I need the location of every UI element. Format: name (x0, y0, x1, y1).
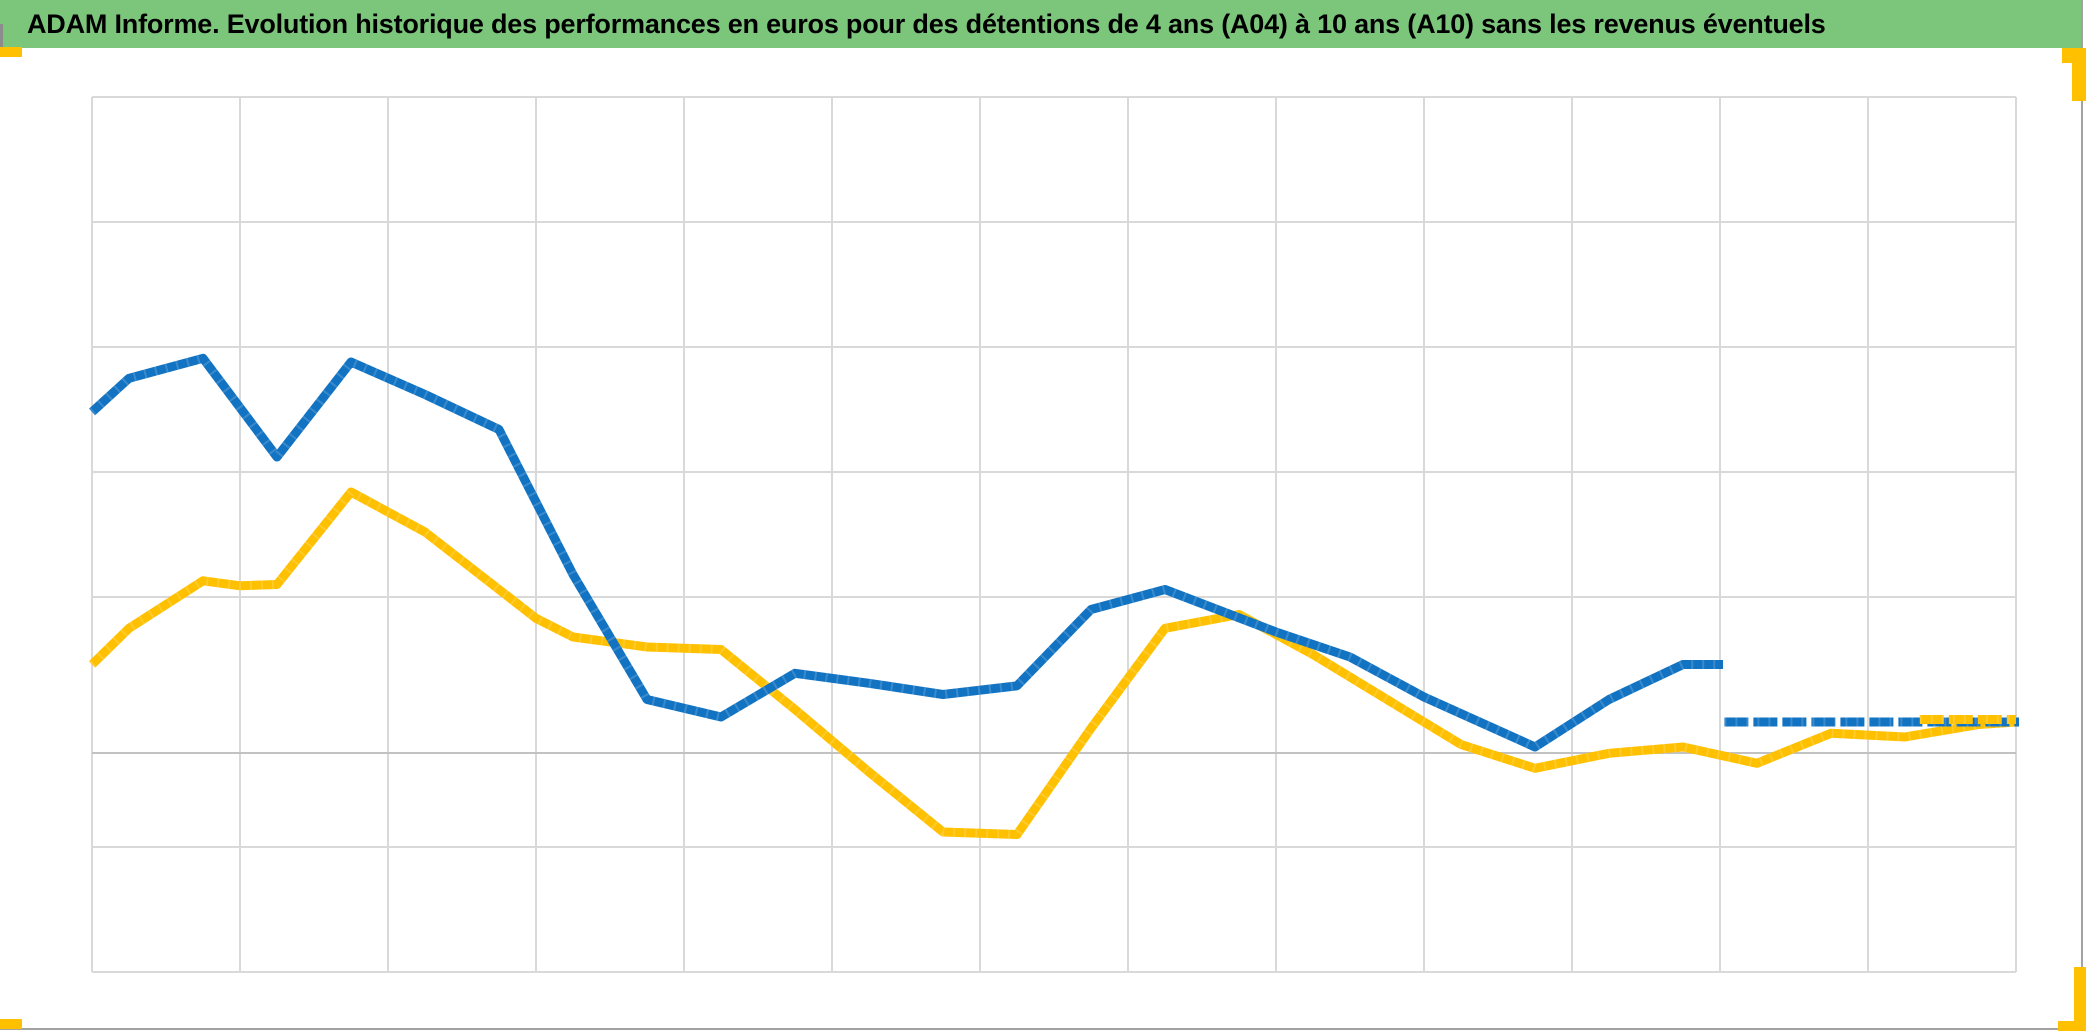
gray-notch-top-left (0, 24, 3, 47)
selection-handle-bottom-right (2074, 967, 2086, 1031)
page-title: ADAM Informe. Evolution historique des p… (27, 8, 1826, 39)
selection-handle-top-left (0, 47, 22, 57)
performance-chart (88, 96, 2019, 973)
selection-handle-top-right-arm (2072, 48, 2086, 101)
selection-handle-bottom-right-arm (2058, 1021, 2086, 1031)
chart-canvas (88, 96, 2019, 973)
window-right-border (2081, 0, 2083, 1031)
window-bottom-border (0, 1028, 2086, 1030)
selection-handle-bottom-left (0, 1019, 22, 1029)
title-bar: ADAM Informe. Evolution historique des p… (0, 0, 2081, 48)
